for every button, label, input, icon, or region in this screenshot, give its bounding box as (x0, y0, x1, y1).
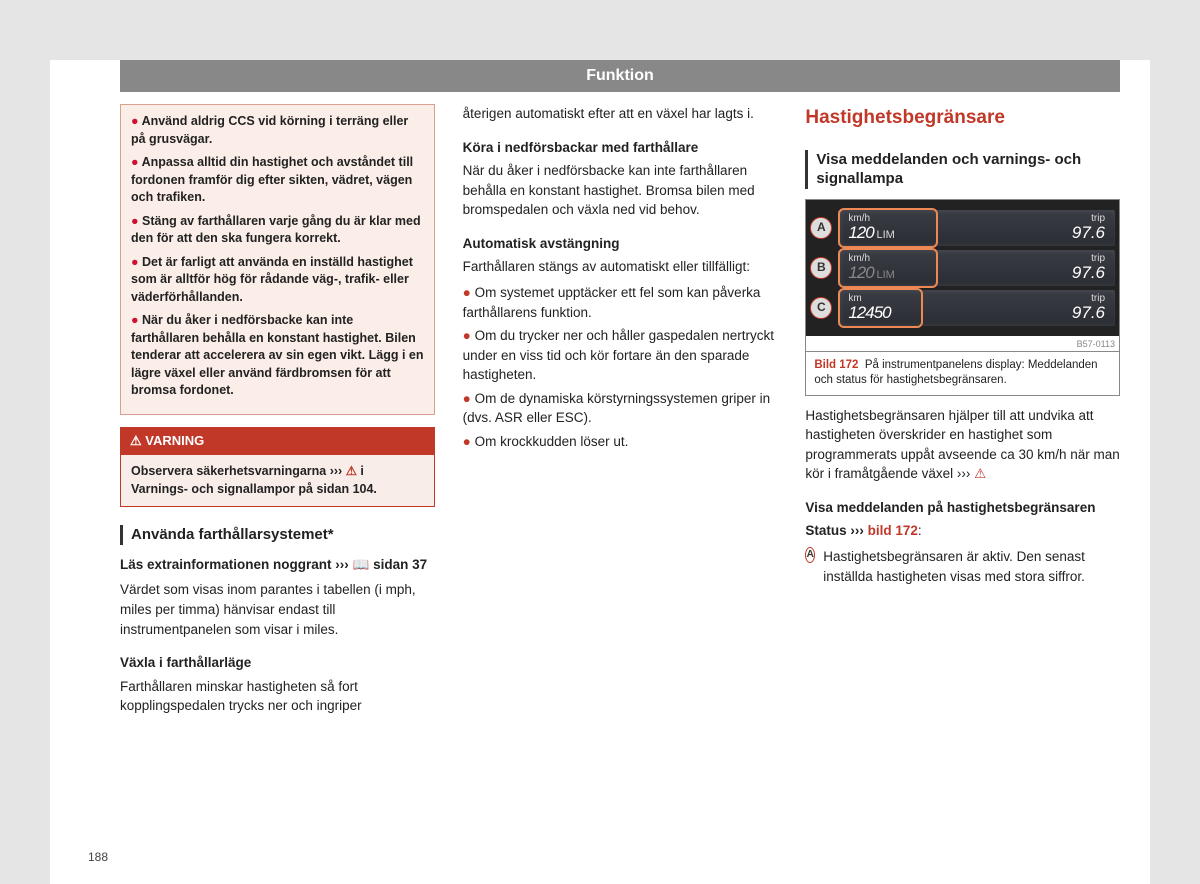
warning-body: Observera säkerhetsvarningarna ››› ⚠ i V… (120, 455, 435, 507)
gauge-row-b: B km/h120 LIM trip97.6 (810, 250, 1115, 286)
sub-heading: Växla i farthållarläge (120, 653, 435, 673)
warning-text: Observera säkerhetsvarningarna ››› (131, 464, 346, 478)
lim-label: LIM (877, 229, 895, 241)
read-extra-page: sidan 37 (369, 557, 427, 572)
list-item: Om systemet upptäcker ett fel som kan på… (463, 283, 778, 322)
warning-header: VARNING (120, 427, 435, 456)
row-marker: C (810, 297, 832, 319)
body-paragraph: Hastighetsbegränsaren hjälper till att u… (805, 406, 1120, 484)
page-number: 188 (88, 850, 108, 864)
column-2: återigen automatiskt efter att en växel … (463, 104, 778, 722)
caption-ref: Bild 172 (814, 359, 858, 371)
warning-triangle-icon: ⚠ (346, 464, 357, 478)
speed-value: 120 (848, 223, 873, 242)
column-1: Använd aldrig CCS vid körning i terräng … (120, 104, 435, 722)
section-heading: Visa meddelanden och varnings- och signa… (805, 150, 1120, 189)
main-heading: Hastighetsbegränsare (805, 104, 1120, 132)
body-paragraph: återigen automatiskt efter att en växel … (463, 104, 778, 124)
status-ref: bild 172 (868, 523, 918, 538)
marker-a-icon: A (805, 547, 815, 563)
gauge-display: km/h120 LIM trip97.6 (838, 210, 1115, 246)
trip-value: 97.6 (1072, 263, 1105, 282)
caution-item: Använd aldrig CCS vid körning i terräng … (131, 113, 424, 148)
caution-item: Anpassa alltid din hastighet och avstånd… (131, 154, 424, 207)
manual-page: Funktion Använd aldrig CCS vid körning i… (50, 60, 1150, 884)
figure-caption: Bild 172 På instrumentpanelens display: … (805, 352, 1120, 396)
content-columns: Använd aldrig CCS vid körning i terräng … (50, 92, 1150, 722)
instrument-cluster: A km/h120 LIM trip97.6 B km/h120 LIM tri… (806, 200, 1119, 336)
body-paragraph: Farthållaren minskar hastigheten så fort… (120, 677, 435, 716)
gauge-row-a: A km/h120 LIM trip97.6 (810, 210, 1115, 246)
sub-heading: Visa meddelanden på hastighetsbegränsare… (805, 498, 1120, 518)
caution-item: Stäng av farthållaren varje gång du är k… (131, 213, 424, 248)
gauge-row-c: C km12450 trip97.6 (810, 290, 1115, 326)
paragraph-text: Hastighetsbegränsaren hjälper till att u… (805, 408, 1119, 482)
read-extra-line: Läs extrainformationen noggrant ››› 📖 si… (120, 555, 435, 575)
instrument-figure: A km/h120 LIM trip97.6 B km/h120 LIM tri… (805, 199, 1120, 352)
row-marker: B (810, 257, 832, 279)
status-label: Status ››› (805, 523, 867, 538)
row-marker: A (810, 217, 832, 239)
body-paragraph: Värdet som visas inom parantes i tabelle… (120, 580, 435, 639)
sub-heading: Köra i nedförsbackar med farthållare (463, 138, 778, 158)
trip-value: 97.6 (1072, 303, 1105, 322)
book-icon: 📖 (353, 557, 370, 572)
list-item: Om du trycker ner och håller gaspedalen … (463, 326, 778, 385)
odometer-value: 12450 (848, 303, 890, 322)
warning-triangle-icon: ⚠ (974, 466, 986, 481)
gauge-display: km/h120 LIM trip97.6 (838, 250, 1115, 286)
speed-value: 120 (848, 263, 873, 282)
caution-item: Det är farligt att använda en inställd h… (131, 254, 424, 307)
status-line: Status ››› bild 172: (805, 521, 1120, 541)
column-3: Hastighetsbegränsare Visa meddelanden oc… (805, 104, 1120, 722)
status-item-text: Hastighetsbegränsaren är aktiv. Den sena… (823, 547, 1120, 586)
list-item: Om de dynamiska körstyrningssystemen gri… (463, 389, 778, 428)
read-extra-label: Läs extrainformationen noggrant ››› (120, 557, 353, 572)
body-paragraph: Farthållaren stängs av automatiskt eller… (463, 257, 778, 277)
caution-item: När du åker i nedförsbacke kan inte fart… (131, 312, 424, 400)
section-header: Funktion (120, 60, 1120, 92)
caution-box: Använd aldrig CCS vid körning i terräng … (120, 104, 435, 415)
body-paragraph: När du åker i nedförsbacke kan inte fart… (463, 161, 778, 220)
lim-label: LIM (877, 269, 895, 281)
image-id-label: B57-0113 (806, 338, 1119, 351)
sub-heading: Automatisk avstängning (463, 234, 778, 254)
list-item: Om krockkudden löser ut. (463, 432, 778, 452)
status-item-a: A Hastighetsbegränsaren är aktiv. Den se… (805, 547, 1120, 586)
section-heading: Använda farthållarsystemet* (120, 525, 435, 545)
gauge-display: km12450 trip97.6 (838, 290, 1115, 326)
trip-value: 97.6 (1072, 223, 1105, 242)
